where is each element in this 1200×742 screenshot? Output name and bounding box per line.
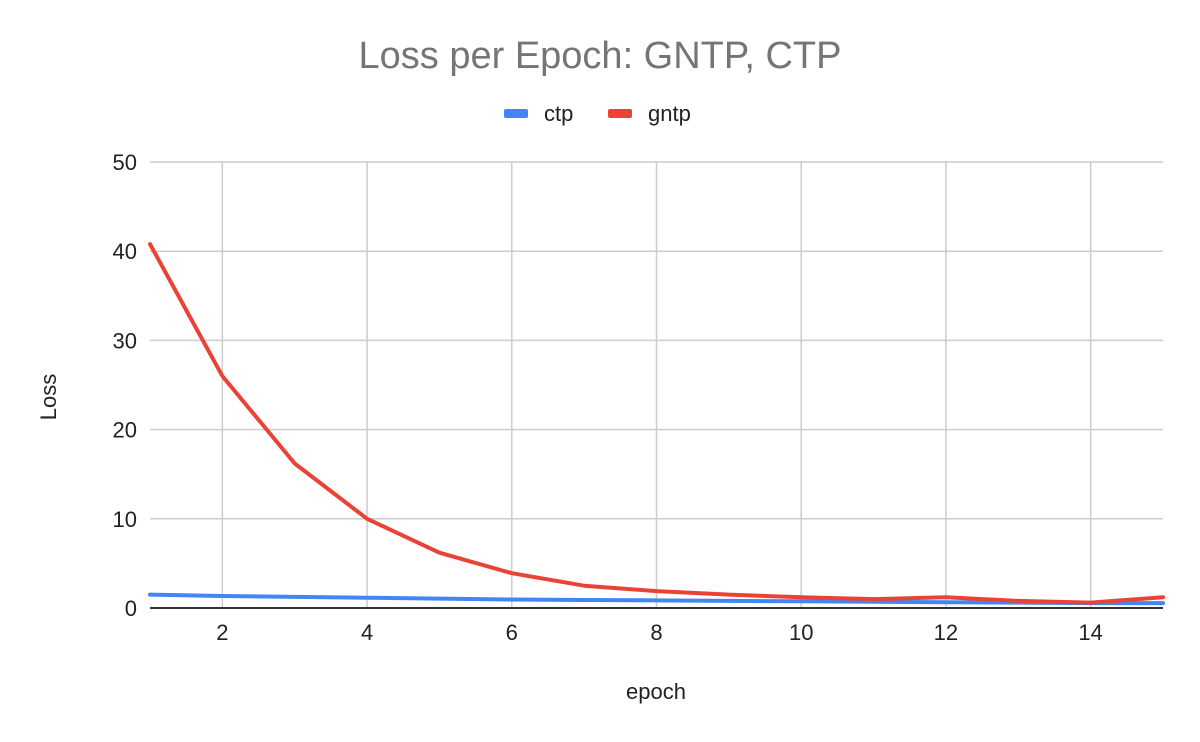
x-tick-label: 8 [650,620,662,645]
x-tick-label: 10 [789,620,813,645]
x-axis-label: epoch [626,679,686,704]
legend-label-ctp: ctp [544,101,573,126]
y-tick-label: 20 [113,418,137,443]
x-tick-label: 12 [934,620,958,645]
series-line-ctp [148,592,1165,606]
series-lines [148,242,1165,606]
x-tick-label: 14 [1078,620,1102,645]
y-axis-label: Loss [36,374,61,420]
series-line-gntp [148,242,1165,605]
y-tick-label: 50 [113,150,137,175]
legend: ctp gntp [504,101,691,126]
y-tick-label: 40 [113,239,137,264]
legend-swatch-gntp [608,109,632,118]
y-axis-ticks: 0 10 20 30 40 50 [113,150,137,621]
legend-label-gntp: gntp [648,101,691,126]
x-tick-label: 2 [216,620,228,645]
x-tick-label: 4 [361,620,373,645]
y-tick-label: 0 [125,596,137,621]
grid [150,161,1163,608]
y-tick-label: 10 [113,507,137,532]
x-axis-ticks: 2 4 6 8 10 12 14 [216,620,1103,645]
y-tick-label: 30 [113,328,137,353]
x-tick-label: 6 [506,620,518,645]
legend-swatch-ctp [504,109,528,118]
chart-title: Loss per Epoch: GNTP, CTP [359,35,842,77]
